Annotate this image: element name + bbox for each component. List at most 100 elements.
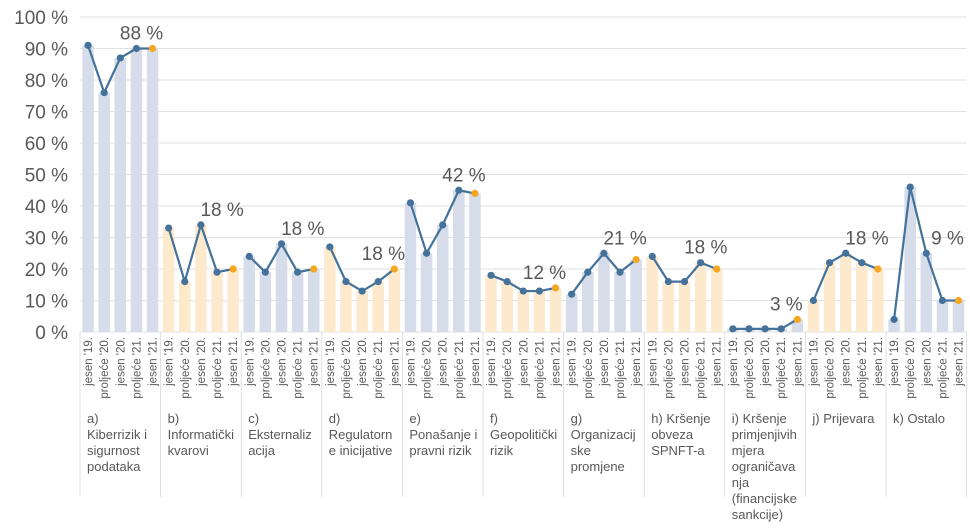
x-tick-label: jesen '19. xyxy=(808,337,820,387)
x-axis-tick-labels: jesen '19. proljeće '20. jesen '20. proljeć… xyxy=(83,337,965,399)
x-tick-label: jesen '21. xyxy=(792,337,804,387)
bar xyxy=(549,287,562,332)
x-tick-label: jesen '20. xyxy=(438,337,450,387)
x-tick-label: jesen '21. xyxy=(551,337,563,387)
bar xyxy=(630,259,642,332)
x-tick-label: jesen '19. xyxy=(486,337,498,387)
series-points xyxy=(84,41,963,333)
bar xyxy=(404,202,417,332)
bar xyxy=(307,269,320,332)
bar xyxy=(936,300,949,332)
data-point xyxy=(680,278,689,286)
data-point xyxy=(858,259,866,267)
data-point xyxy=(406,199,415,207)
x-tick-label: jesen '20. xyxy=(357,337,369,387)
data-label: 18 % xyxy=(281,219,324,240)
x-tick-label: jesen '20. xyxy=(921,337,933,387)
x-tick-label: jesen '19. xyxy=(647,337,659,387)
x-tick-label: proljeće '20. xyxy=(422,337,434,399)
data-point xyxy=(584,268,592,276)
x-tick-label: jesen '21. xyxy=(470,337,482,387)
data-point xyxy=(487,271,495,279)
bar xyxy=(340,281,352,332)
bar xyxy=(211,272,223,332)
latest-point xyxy=(551,284,560,292)
bar xyxy=(598,253,610,332)
x-tick-label: jesen '21. xyxy=(712,337,724,387)
data-point xyxy=(842,249,850,257)
category-label: k) Ostalo xyxy=(893,411,946,426)
y-tick-label: 100 % xyxy=(14,8,68,29)
data-point xyxy=(697,259,705,267)
x-tick-label: proljeće '21. xyxy=(534,337,546,399)
bar xyxy=(920,253,933,332)
latest-point xyxy=(229,265,237,273)
data-point xyxy=(181,278,189,286)
category-label: g) Organizacijske promjene xyxy=(570,411,636,474)
group-separators xyxy=(79,332,967,497)
x-tick-label: jesen '20. xyxy=(277,337,289,387)
x-tick-label: jesen '21. xyxy=(873,337,885,387)
x-tick-label: jesen '21. xyxy=(148,337,160,387)
x-tick-label: proljeće '20. xyxy=(180,337,192,399)
latest-point xyxy=(310,265,318,273)
x-tick-label: proljeće '20. xyxy=(825,337,837,399)
x-tick-label: proljeće '21. xyxy=(131,337,143,399)
bar xyxy=(324,246,336,332)
y-tick-label: 20 % xyxy=(25,260,68,281)
x-tick-label: jesen '19. xyxy=(164,337,176,387)
x-tick-label: jesen '21. xyxy=(228,337,240,387)
data-point xyxy=(165,224,173,232)
data-point xyxy=(922,249,930,257)
x-tick-label: jesen '21. xyxy=(309,337,321,387)
bar xyxy=(195,224,207,332)
bar xyxy=(646,256,659,332)
data-point xyxy=(342,278,350,286)
latest-point xyxy=(632,255,640,264)
bar xyxy=(517,291,530,332)
bar xyxy=(179,281,191,332)
bar xyxy=(453,190,465,332)
bar xyxy=(807,300,820,332)
bar xyxy=(227,269,239,332)
bar xyxy=(146,48,159,332)
bar xyxy=(823,262,836,332)
x-tick-label: jesen '19. xyxy=(405,337,417,387)
x-tick-label: jesen '20. xyxy=(599,337,611,387)
data-point xyxy=(261,268,269,276)
x-tick-label: proljeće '20. xyxy=(663,337,675,399)
category-label: f) Geopolitički rizik xyxy=(490,411,558,458)
data-point xyxy=(906,183,914,191)
latest-point xyxy=(954,296,963,305)
data-point xyxy=(116,54,124,62)
x-tick-label: proljeće '20. xyxy=(583,337,595,399)
bar xyxy=(291,272,304,332)
x-tick-label: jesen '19. xyxy=(244,337,256,387)
x-tick-label: jesen '20. xyxy=(841,337,853,387)
bar xyxy=(98,92,110,332)
data-point xyxy=(326,243,334,251)
data-point xyxy=(648,252,656,260)
x-tick-label: proljeće '21. xyxy=(615,337,627,399)
x-tick-label: jesen '19. xyxy=(728,337,740,387)
data-point xyxy=(439,221,447,229)
y-tick-label: 40 % xyxy=(25,197,68,218)
x-tick-label: jesen '20. xyxy=(115,337,127,387)
data-label: 18 % xyxy=(845,228,888,249)
latest-point xyxy=(390,265,398,273)
x-tick-label: jesen '20. xyxy=(518,337,530,387)
x-tick-label: proljeće '21. xyxy=(857,337,869,399)
x-tick-label: proljeće '20. xyxy=(744,337,756,399)
x-tick-label: proljeće '21. xyxy=(454,337,466,399)
bar xyxy=(114,57,127,332)
bar xyxy=(436,224,449,332)
data-point xyxy=(277,240,286,248)
data-point xyxy=(519,287,527,295)
data-label: 18 % xyxy=(200,200,243,221)
category-label: a) Kiberrizik i sigurnost podataka xyxy=(87,411,147,474)
bar xyxy=(356,291,368,332)
category-label: j) Prijevara xyxy=(812,411,875,426)
category-label: h) Kršenje obveza SPNFT-a xyxy=(651,411,711,458)
bar xyxy=(904,187,916,332)
